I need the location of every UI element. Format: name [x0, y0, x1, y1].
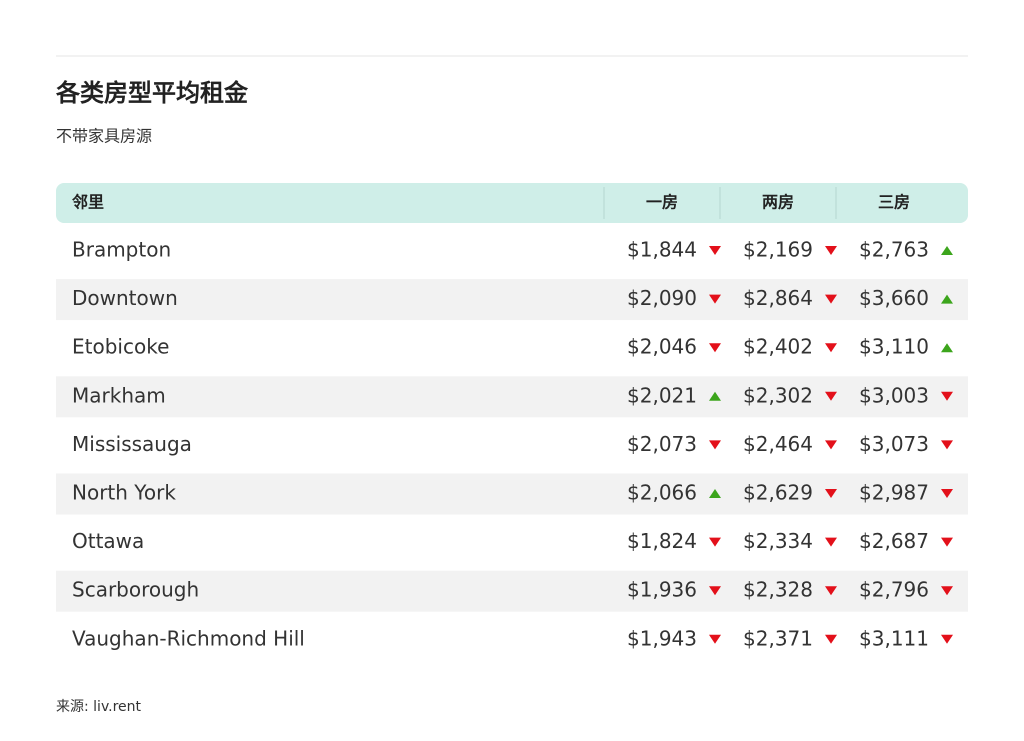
rent-value: $1,943	[627, 626, 697, 650]
trend-down-icon	[941, 586, 953, 596]
rent-value: $2,066	[627, 481, 697, 505]
trend-down-icon	[709, 440, 721, 450]
rent-value: $2,334	[743, 529, 813, 553]
trend-down-icon	[825, 634, 837, 644]
rent-value: $3,003	[859, 383, 929, 407]
rent-value: $1,936	[627, 578, 697, 602]
trend-down-icon	[825, 537, 837, 547]
rent-value: $3,110	[859, 335, 929, 359]
trend-down-icon	[709, 246, 721, 255]
trend-down-icon	[941, 634, 953, 644]
rent-value: $2,169	[743, 238, 813, 262]
neighborhood: Vaughan-Richmond Hill	[72, 626, 305, 650]
trend-down-icon	[825, 246, 837, 255]
rent-value: $1,844	[627, 238, 697, 262]
rent-value: $2,371	[743, 626, 813, 650]
subtitle: 不带家具房源	[56, 127, 152, 146]
rent-value: $2,402	[743, 335, 813, 359]
trend-down-icon	[709, 294, 721, 304]
rent-value: $2,021	[627, 383, 697, 407]
rent-value: $2,687	[859, 529, 929, 553]
trend-down-icon	[709, 343, 721, 353]
header-row	[56, 183, 968, 223]
rent-value: $2,629	[743, 481, 813, 505]
trend-up-icon	[941, 294, 953, 304]
column-header: 两房	[762, 193, 794, 212]
trend-down-icon	[941, 391, 953, 401]
row-stripe	[56, 376, 968, 418]
trend-down-icon	[825, 489, 837, 498]
neighborhood: Mississauga	[72, 432, 192, 456]
trend-down-icon	[709, 537, 721, 547]
rent-value: $2,090	[627, 286, 697, 310]
row-stripe	[56, 279, 968, 321]
trend-down-icon	[825, 440, 837, 450]
trend-up-icon	[941, 343, 953, 353]
title: 各类房型平均租金	[55, 79, 249, 107]
trend-up-icon	[709, 391, 721, 401]
trend-down-icon	[825, 391, 837, 401]
neighborhood: Ottawa	[72, 529, 144, 553]
row-stripe	[56, 473, 968, 515]
rent-value: $2,864	[743, 286, 813, 310]
trend-down-icon	[825, 343, 837, 353]
rent-value: $3,073	[859, 432, 929, 456]
trend-down-icon	[709, 586, 721, 596]
rent-value: $1,824	[627, 529, 697, 553]
rent-value: $2,763	[859, 238, 929, 262]
neighborhood: Brampton	[72, 238, 171, 262]
neighborhood: Markham	[72, 383, 166, 407]
neighborhood: Etobicoke	[72, 335, 169, 359]
rent-value: $2,464	[743, 432, 813, 456]
trend-down-icon	[941, 537, 953, 547]
trend-down-icon	[709, 634, 721, 644]
rent-value: $2,046	[627, 335, 697, 359]
rent-value: $2,328	[743, 578, 813, 602]
trend-down-icon	[825, 294, 837, 304]
neighborhood: North York	[72, 481, 176, 505]
rent-value: $2,987	[859, 481, 929, 505]
rent-value: $3,111	[859, 626, 929, 650]
trend-down-icon	[825, 586, 837, 596]
rent-value: $2,073	[627, 432, 697, 456]
neighborhood: Downtown	[72, 286, 178, 310]
trend-down-icon	[941, 489, 953, 498]
rent-value: $3,660	[859, 286, 929, 310]
source-note: 来源: liv.rent	[56, 699, 142, 715]
row-stripe	[56, 570, 968, 612]
rent-value: $2,302	[743, 383, 813, 407]
column-header: 邻里	[72, 193, 104, 212]
neighborhood: Scarborough	[72, 578, 199, 602]
trend-up-icon	[941, 246, 953, 255]
rent-value: $2,796	[859, 578, 929, 602]
trend-down-icon	[941, 440, 953, 450]
column-header: 三房	[878, 193, 910, 212]
column-header: 一房	[646, 193, 678, 212]
trend-up-icon	[709, 489, 721, 498]
